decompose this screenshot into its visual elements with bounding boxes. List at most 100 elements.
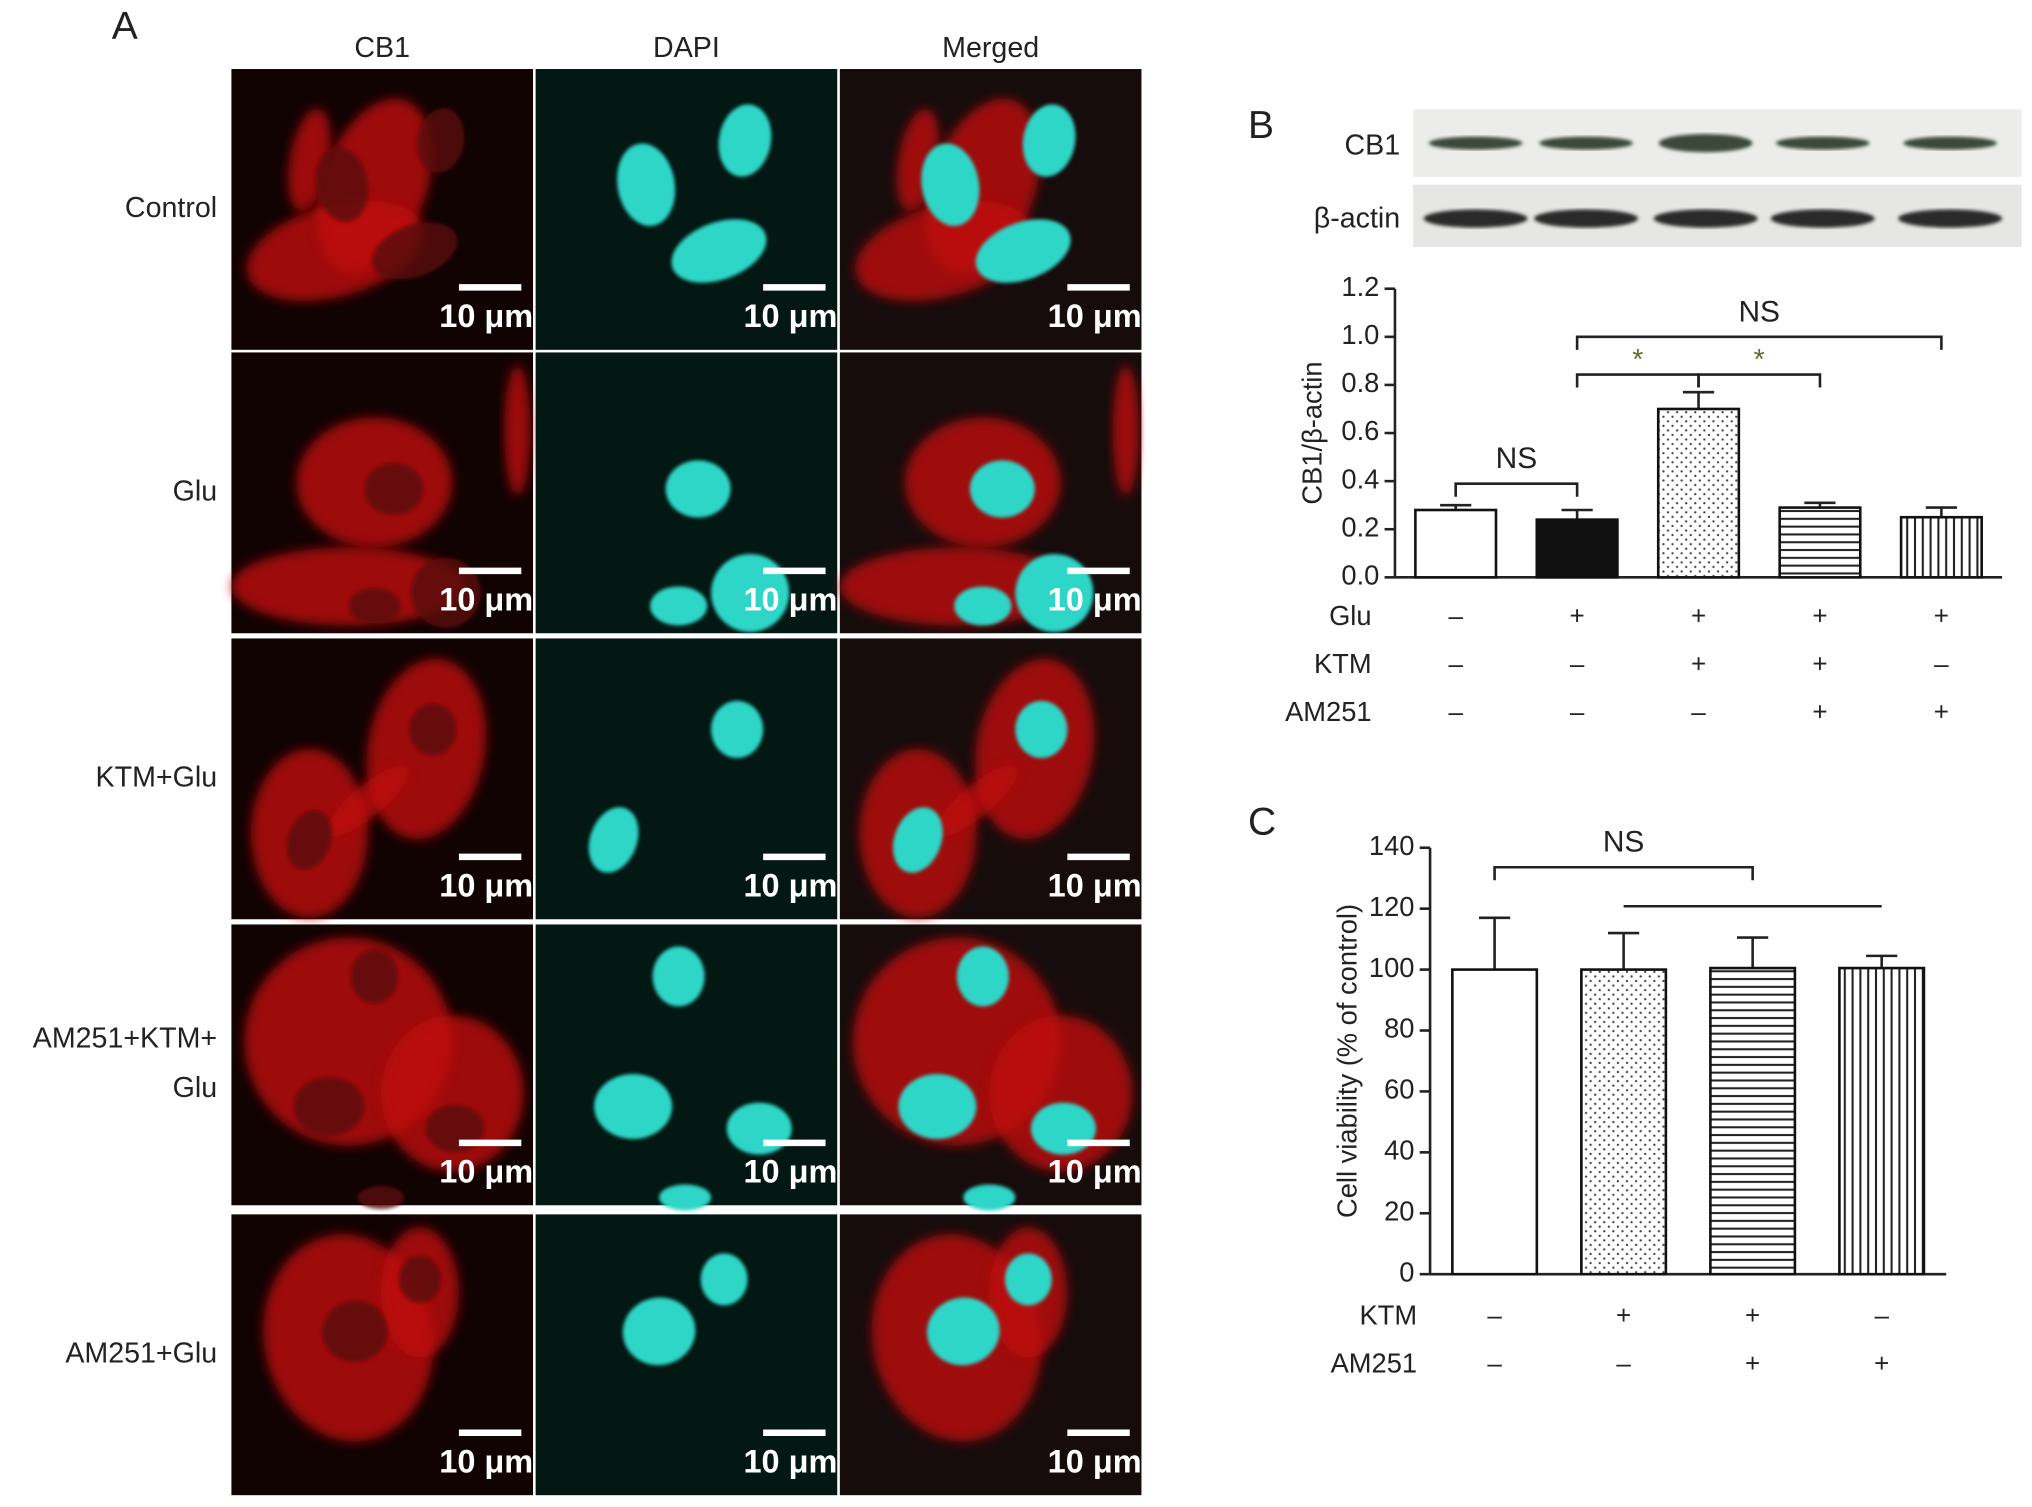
condition-label: Glu bbox=[1329, 600, 1371, 631]
cell-nucleus bbox=[975, 219, 1071, 283]
bar bbox=[1899, 515, 1983, 579]
scale-bar-label: 10 μm bbox=[439, 1444, 533, 1480]
cell-cytoplasm bbox=[246, 201, 425, 301]
cell-nucleus-shadow bbox=[364, 463, 424, 515]
condition-sign: + bbox=[1616, 1300, 1631, 1330]
cell-nucleus bbox=[927, 1297, 1000, 1366]
bar bbox=[1451, 968, 1539, 1276]
condition-sign: – bbox=[1448, 601, 1463, 631]
panel-letter: C bbox=[1248, 801, 1276, 844]
cell-nucleus bbox=[921, 143, 980, 226]
bar bbox=[1535, 518, 1619, 579]
bar bbox=[1778, 506, 1862, 579]
blot-band bbox=[1903, 136, 1997, 150]
y-tick-label: 0 bbox=[1399, 1256, 1414, 1287]
cell-cytoplasm bbox=[989, 1015, 1133, 1172]
column-header: CB1 bbox=[354, 32, 410, 64]
cell-nucleus bbox=[588, 807, 639, 873]
cell-nucleus-shadow bbox=[416, 108, 465, 174]
cell-nucleus bbox=[1022, 104, 1076, 177]
micrograph-bg bbox=[535, 638, 838, 920]
cell-nucleus-shadow bbox=[398, 1255, 441, 1303]
condition-label: KTM bbox=[1314, 648, 1372, 679]
scale-bar-label: 10 μm bbox=[1048, 298, 1142, 334]
cell-nucleus bbox=[1004, 1253, 1052, 1306]
cell-nucleus bbox=[893, 807, 943, 873]
bar bbox=[1838, 966, 1926, 1276]
blot-label: β-actin bbox=[1314, 202, 1400, 234]
cell-nucleus bbox=[969, 460, 1035, 518]
blot-band bbox=[1898, 209, 2003, 228]
condition-sign: + bbox=[1934, 601, 1949, 631]
micrograph: 10 μm bbox=[839, 1214, 1142, 1496]
cell-nucleus bbox=[1015, 700, 1068, 759]
cell-nucleus bbox=[594, 1073, 673, 1139]
scale-bar-label: 10 μm bbox=[439, 582, 533, 618]
blot-band bbox=[1428, 136, 1523, 150]
condition-sign: + bbox=[1812, 601, 1827, 631]
y-axis-label: CB1/β-actin bbox=[1297, 361, 1328, 504]
y-axis-label: Cell viability (% of control) bbox=[1332, 904, 1363, 1218]
scale-bar-label: 10 μm bbox=[743, 1154, 837, 1190]
condition-sign: + bbox=[1812, 697, 1827, 727]
cell-nucleus-shadow bbox=[410, 557, 482, 629]
bar bbox=[1709, 966, 1797, 1276]
blot-band bbox=[1775, 136, 1870, 150]
cell-nucleus-shadow bbox=[372, 222, 458, 280]
cell-cytoplasm bbox=[231, 547, 466, 626]
cell-cytoplasm bbox=[1112, 365, 1139, 496]
scale-bar-label: 10 μm bbox=[439, 298, 533, 334]
micrograph: 10 μm bbox=[535, 638, 838, 920]
condition-sign: + bbox=[1745, 1348, 1760, 1378]
row-label: Glu bbox=[173, 1072, 218, 1104]
cell-nucleus-shadow bbox=[357, 1185, 405, 1210]
significance-label: NS bbox=[1496, 442, 1538, 475]
condition-sign: + bbox=[1934, 697, 1949, 727]
blot-band bbox=[1653, 209, 1758, 228]
significance-bracket bbox=[1697, 373, 1822, 388]
significance-label: NS bbox=[1603, 826, 1645, 859]
blot-label: CB1 bbox=[1345, 130, 1401, 162]
condition-sign: + bbox=[1570, 601, 1585, 631]
cell-nucleus-shadow bbox=[287, 810, 332, 870]
cell-nucleus bbox=[652, 946, 705, 1007]
cell-nucleus bbox=[665, 460, 731, 518]
cell-nucleus bbox=[659, 1184, 712, 1211]
scale-bar-label: 10 μm bbox=[743, 582, 837, 618]
condition-sign: – bbox=[1448, 649, 1463, 679]
condition-sign: – bbox=[1874, 1300, 1889, 1330]
scale-bar-label: 10 μm bbox=[439, 868, 533, 904]
scale-bar-label: 10 μm bbox=[1048, 868, 1142, 904]
condition-sign: – bbox=[1616, 1348, 1631, 1378]
condition-sign: – bbox=[1487, 1348, 1502, 1378]
micrograph: 10 μm bbox=[839, 352, 1142, 634]
significance-bracket bbox=[1493, 865, 1754, 881]
bar bbox=[1580, 968, 1668, 1276]
scale-bar-label: 10 μm bbox=[439, 1154, 533, 1190]
cell-cytoplasm bbox=[380, 1015, 524, 1172]
y-tick-label: 100 bbox=[1369, 952, 1415, 983]
column-header: Merged bbox=[942, 32, 1039, 64]
y-tick-label: 0.0 bbox=[1341, 560, 1379, 591]
cell-nucleus bbox=[617, 143, 676, 226]
panel-letter: B bbox=[1248, 104, 1274, 147]
scale-bar-label: 10 μm bbox=[1048, 1444, 1142, 1480]
scale-bar-label: 10 μm bbox=[743, 1444, 837, 1480]
cell-nucleus-shadow bbox=[293, 1077, 365, 1136]
cell-nucleus bbox=[726, 1102, 792, 1155]
blot-band bbox=[1770, 209, 1875, 228]
condition-sign: + bbox=[1745, 1300, 1760, 1330]
micrograph: 10 μm bbox=[839, 924, 1142, 1211]
cell-nucleus bbox=[898, 1073, 977, 1139]
scale-bar-label: 10 μm bbox=[1048, 1154, 1142, 1190]
bar bbox=[1414, 508, 1498, 579]
y-tick-label: 120 bbox=[1369, 891, 1415, 922]
cell-nucleus-shadow bbox=[351, 949, 398, 1004]
blot-band bbox=[1423, 209, 1528, 228]
y-tick-label: 0.8 bbox=[1341, 367, 1379, 398]
condition-sign: – bbox=[1934, 649, 1949, 679]
cell-nucleus bbox=[671, 219, 767, 283]
cell-nucleus-shadow bbox=[409, 703, 457, 756]
significance-bracket bbox=[1454, 482, 1579, 497]
cell-cytoplasm bbox=[504, 365, 531, 496]
